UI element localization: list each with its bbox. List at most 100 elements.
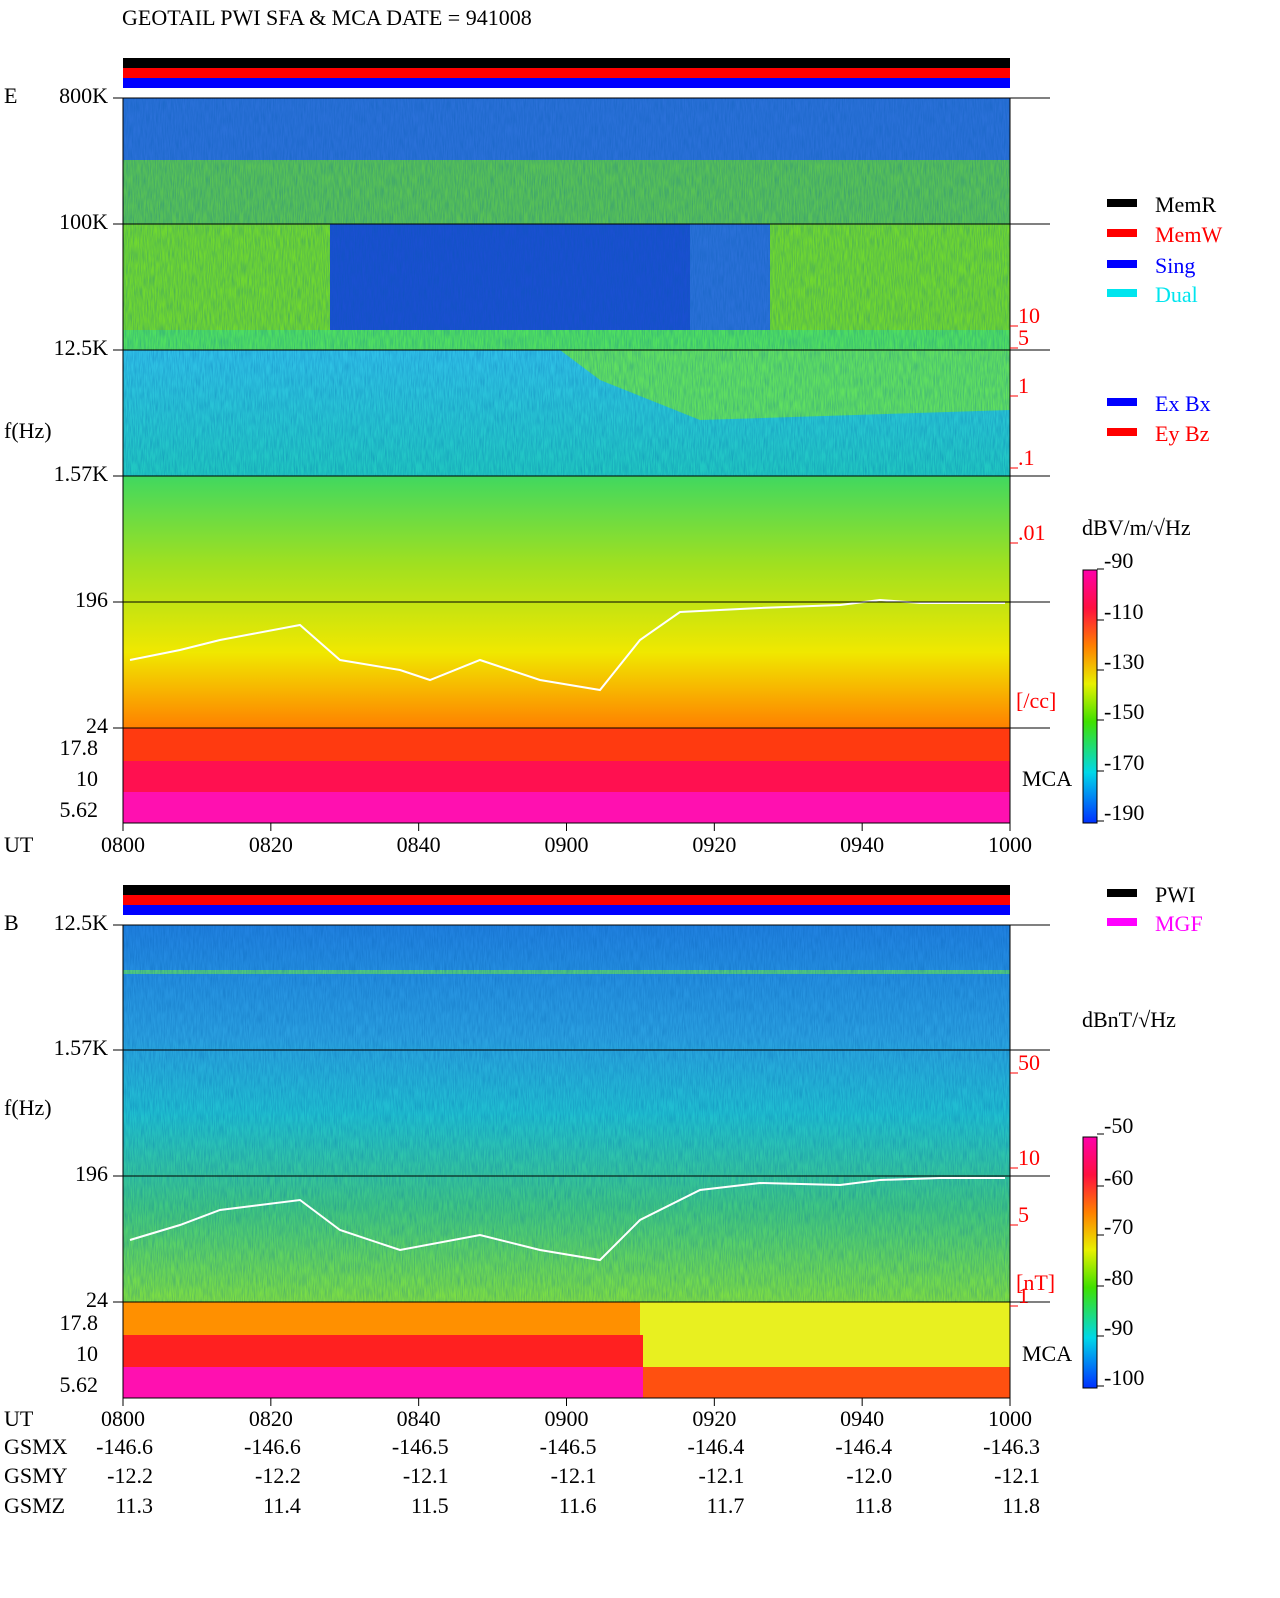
right-tick-label: .1 [1018,445,1035,470]
right-tick-label: 50 [1018,1050,1040,1075]
freq-tick-label: 800K [59,83,108,108]
status-bar [123,905,1010,915]
legend-swatch [1107,199,1137,207]
orbit-row-name: GSMX [4,1434,68,1459]
orbit-value: -12.1 [699,1463,745,1488]
time-label: UT [4,832,34,857]
legend-swatch [1107,398,1137,406]
time-tick-label: 0940 [840,832,884,857]
freq-tick-label: 196 [75,587,108,612]
orbit-value: -12.1 [403,1463,449,1488]
orbit-value: -12.2 [107,1463,153,1488]
orbit-value: -12.0 [846,1463,892,1488]
colorbar-label: dBV/m/√Hz [1082,515,1191,540]
mca-tick-label: 10 [76,766,98,791]
orbit-value: -146.3 [983,1434,1040,1459]
mca-tick-label: 10 [76,1341,98,1366]
legend-swatch [1107,289,1137,297]
spectrogram-b [123,925,1010,1398]
orbit-value: -146.6 [96,1434,153,1459]
legend-label: PWI [1155,882,1195,907]
orbit-row-name: GSMZ [4,1493,65,1518]
time-tick-label: 0840 [397,1406,441,1431]
right-tick-label: 5 [1018,325,1029,350]
orbit-value: 11.7 [707,1493,745,1518]
freq-tick-label: 196 [75,1161,108,1186]
mca-tick-label: 5.62 [60,1372,99,1397]
axis-label: f(Hz) [4,1095,52,1120]
colorbar-tick-label: -60 [1104,1165,1133,1190]
colorbar-tick-label: -170 [1104,750,1144,775]
mca-label: MCA [1022,1341,1072,1366]
time-tick-label: 0800 [101,1406,145,1431]
legend-swatch [1107,260,1137,268]
status-bar [123,78,1010,88]
colorbar-tick-label: -50 [1104,1113,1133,1138]
right-tick-label: 1 [1018,1283,1029,1308]
freq-tick-label: 1.57K [54,461,109,486]
colorbar-tick-label: -110 [1104,599,1144,624]
orbit-value: -146.6 [244,1434,301,1459]
time-tick-label: 0920 [692,1406,736,1431]
right-unit: [/cc] [1016,688,1056,713]
orbit-value: 11.3 [115,1493,153,1518]
freq-tick-label: 12.5K [54,335,109,360]
legend-label: Sing [1155,253,1195,278]
colorbar-tick-label: -150 [1104,699,1144,724]
orbit-row-name: GSMY [4,1463,68,1488]
freq-tick-label: 1.57K [54,1035,109,1060]
status-bar [123,58,1010,68]
colorbar-tick-label: -90 [1104,1315,1133,1340]
freq-tick-label: 24 [86,1287,108,1312]
legend-swatch [1107,918,1137,926]
orbit-value: 11.8 [1002,1493,1040,1518]
right-tick-label: .01 [1018,520,1046,545]
colorbar-tick-label: -90 [1104,548,1133,573]
colorbar-tick-label: -100 [1104,1365,1144,1390]
time-tick-label: 0820 [249,1406,293,1431]
status-bar [123,885,1010,895]
colorbar [1082,569,1098,824]
mca-tick-label: 5.62 [60,797,99,822]
time-tick-label: 0900 [545,832,589,857]
colorbar-tick-label: -80 [1104,1265,1133,1290]
freq-tick-label: 100K [59,209,108,234]
orbit-value: 11.5 [411,1493,449,1518]
orbit-value: -146.4 [688,1434,745,1459]
legend-label: Dual [1155,282,1198,307]
colorbar-tick-label: -130 [1104,649,1144,674]
right-tick-label: 10 [1018,1145,1040,1170]
axis-label: f(Hz) [4,418,52,443]
time-tick-label: 0840 [397,832,441,857]
colorbar-tick-label: -70 [1104,1214,1133,1239]
time-label: UT [4,1406,34,1431]
time-tick-label: 0940 [840,1406,884,1431]
orbit-value: -146.4 [835,1434,892,1459]
right-tick-label: 1 [1018,373,1029,398]
freq-tick-label: 24 [86,713,108,738]
time-tick-label: 0900 [545,1406,589,1431]
orbit-value: -146.5 [392,1434,449,1459]
right-tick-label: 10 [1018,303,1040,328]
legend-label: MemW [1155,222,1222,247]
orbit-value: -146.5 [540,1434,597,1459]
spectrogram-e [123,98,1010,823]
time-tick-label: 0920 [692,832,736,857]
colorbar-tick-label: -190 [1104,800,1144,825]
legend-swatch [1107,428,1137,436]
time-tick-label: 1000 [988,1406,1032,1431]
time-tick-label: 0800 [101,832,145,857]
title: GEOTAIL PWI SFA & MCA DATE = 941008 [122,5,532,30]
colorbar-label: dBnT/√Hz [1082,1007,1176,1032]
orbit-value: 11.8 [854,1493,892,1518]
status-bar [123,895,1010,905]
freq-tick-label: 12.5K [54,910,109,935]
right-unit: [nT] [1016,1270,1055,1295]
legend-swatch [1107,889,1137,897]
time-tick-label: 0820 [249,832,293,857]
legend-label: Ex Bx [1155,391,1211,416]
mca-label: MCA [1022,766,1072,791]
legend-swatch [1107,229,1137,237]
